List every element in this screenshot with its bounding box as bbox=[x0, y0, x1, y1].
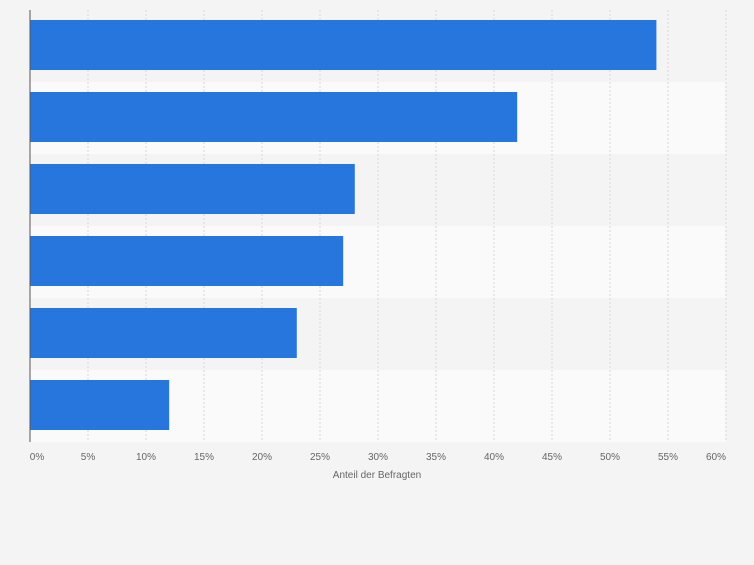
x-tick-label: 40% bbox=[484, 452, 504, 463]
x-tick-label: 50% bbox=[600, 452, 620, 463]
x-tick-label: 25% bbox=[310, 452, 330, 463]
x-tick-label: 45% bbox=[542, 452, 562, 463]
x-tick-label: 15% bbox=[194, 452, 214, 463]
bar[interactable] bbox=[30, 92, 518, 142]
bar[interactable] bbox=[30, 380, 170, 430]
x-axis-title: Anteil der Befragten bbox=[333, 470, 421, 481]
bar[interactable] bbox=[30, 308, 297, 358]
bar[interactable] bbox=[30, 236, 344, 286]
x-tick-label: 60% bbox=[706, 452, 726, 463]
bar[interactable] bbox=[30, 20, 657, 70]
x-tick-label: 55% bbox=[658, 452, 678, 463]
bar[interactable] bbox=[30, 164, 355, 214]
bars bbox=[30, 20, 657, 430]
gridlines bbox=[87, 10, 727, 442]
x-tick-label: 5% bbox=[81, 452, 96, 463]
x-tick-label: 20% bbox=[252, 452, 272, 463]
x-tick-label: 0% bbox=[30, 452, 45, 463]
x-axis-ticks: 0% 5% 10% 15% 20% 25% 30% 35% 40% 45% 50% 55% 60% bbox=[30, 452, 726, 463]
x-tick-label: 10% bbox=[136, 452, 156, 463]
x-tick-label: 30% bbox=[368, 452, 388, 463]
x-tick-label: 35% bbox=[426, 452, 446, 463]
